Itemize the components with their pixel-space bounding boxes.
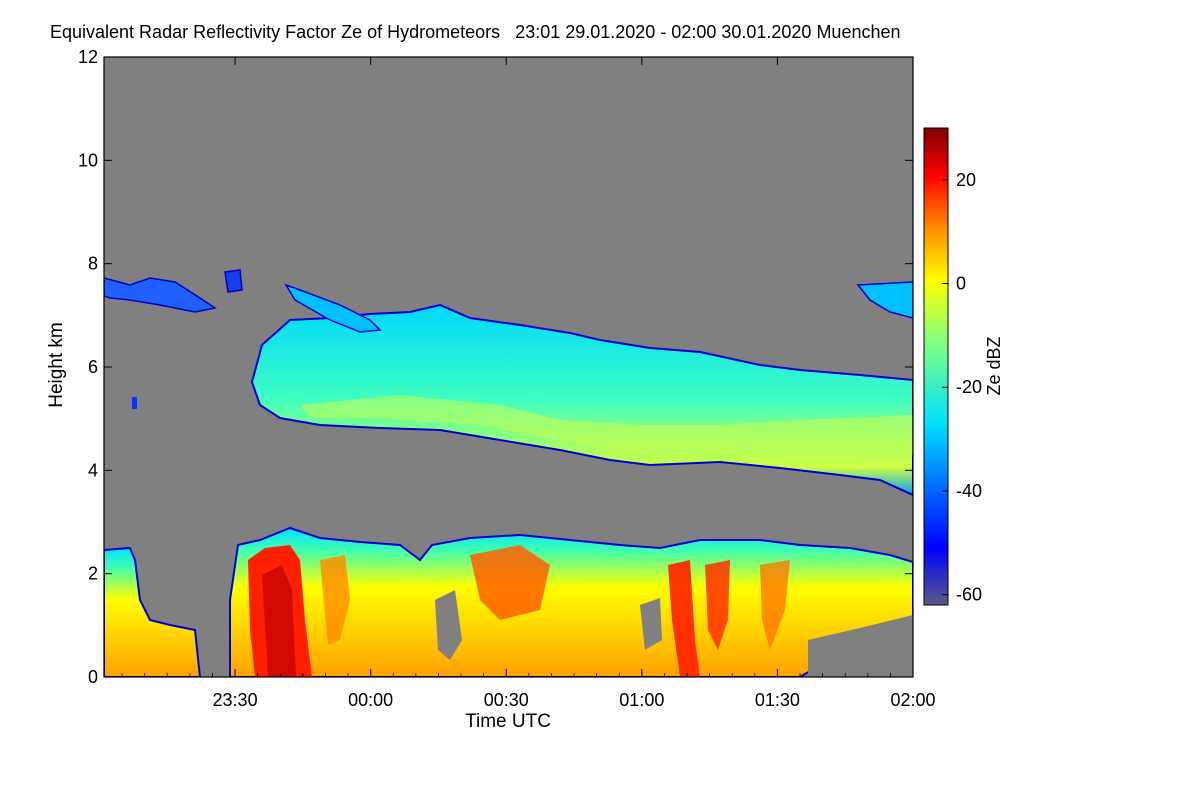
x-tick-label: 00:00 xyxy=(348,690,393,710)
x-tick-label: 01:30 xyxy=(755,690,800,710)
x-tick-label: 02:00 xyxy=(890,690,935,710)
core-red-4 xyxy=(705,560,730,650)
x-axis: 23:30 00:00 00:30 01:00 01:30 02:00 xyxy=(121,57,936,710)
colorbar-tick-label: -40 xyxy=(956,481,982,501)
left-cirrus-2 xyxy=(224,269,243,293)
upper-cloud-core xyxy=(300,395,913,458)
x-tick-label: 00:30 xyxy=(484,690,529,710)
y-tick-label: 6 xyxy=(88,357,98,377)
core-red-3 xyxy=(668,560,700,677)
core-orange-5 xyxy=(760,560,790,650)
x-tick-label: 01:00 xyxy=(619,690,664,710)
y-tick-label: 10 xyxy=(78,150,98,170)
core-orange-1 xyxy=(320,555,350,645)
y-tick-label: 2 xyxy=(88,564,98,584)
precip-gap-2 xyxy=(640,598,662,650)
y-tick-label: 4 xyxy=(88,460,98,480)
y-axis: 0 2 4 6 8 10 12 xyxy=(78,47,913,687)
colorbar-ticks: 20 0 -20 -40 -60 xyxy=(942,170,982,605)
y-axis-label: Height km xyxy=(46,322,67,408)
colorbar-label: Ze dBZ xyxy=(984,336,1004,395)
x-tick-label: 23:30 xyxy=(213,690,258,710)
colorbar-tick-label: 20 xyxy=(956,170,976,190)
upper-wisp xyxy=(284,283,382,333)
left-cirrus xyxy=(104,277,217,313)
upper-wisp-right xyxy=(856,281,913,319)
core-orange-2 xyxy=(470,545,550,620)
colorbar xyxy=(923,127,949,606)
colorbar-tick-label: 0 xyxy=(956,274,966,294)
small-echo xyxy=(132,397,137,409)
y-tick-label: 0 xyxy=(88,667,98,687)
y-tick-label: 12 xyxy=(78,47,98,67)
precip-gap-3 xyxy=(808,615,913,677)
precip-gap xyxy=(435,590,462,660)
intense-core-1-dark xyxy=(262,565,296,677)
x-axis-label: Time UTC xyxy=(465,711,551,732)
colorbar-tick-label: -20 xyxy=(956,377,982,397)
reflectivity-field xyxy=(104,269,913,677)
low-precipitation-layer xyxy=(104,546,202,677)
chart-title: Equivalent Radar Reflectivity Factor Ze … xyxy=(50,22,901,42)
colorbar-tick-label: -60 xyxy=(956,585,982,605)
y-tick-label: 8 xyxy=(88,254,98,274)
